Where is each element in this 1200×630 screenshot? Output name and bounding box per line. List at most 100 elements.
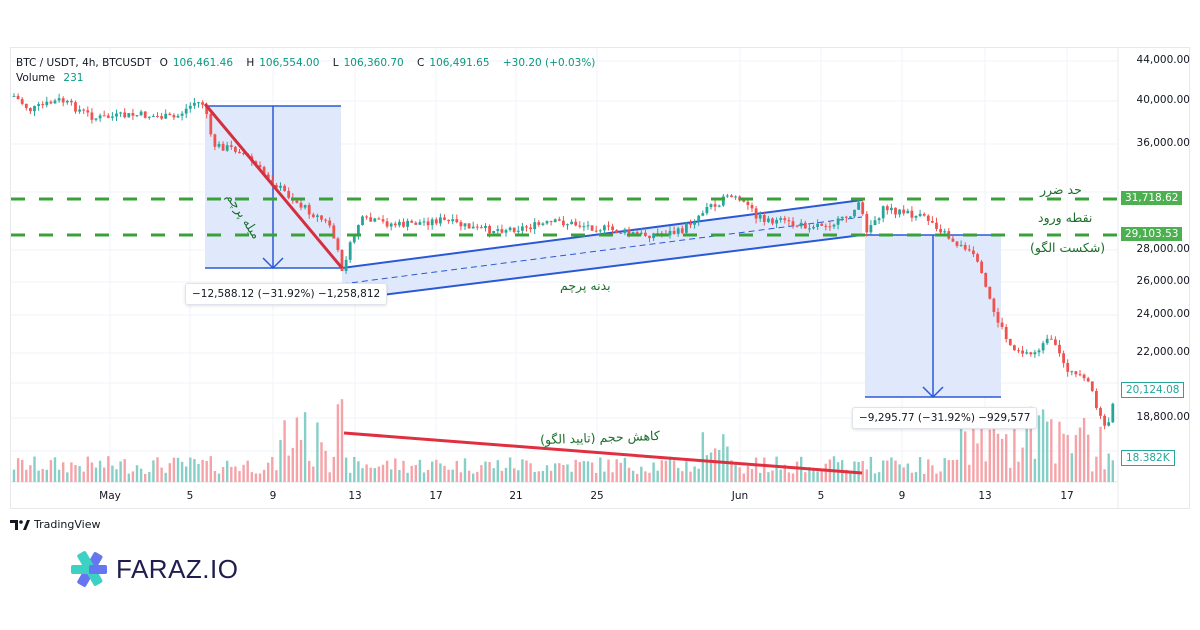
flag-mid-line bbox=[341, 216, 863, 285]
candle-body bbox=[881, 206, 885, 219]
volume-bar bbox=[1091, 471, 1094, 482]
volume-bar bbox=[353, 456, 356, 482]
candle-body bbox=[422, 221, 426, 223]
candle-body bbox=[94, 118, 98, 120]
volume-label[interactable]: Volume bbox=[16, 72, 56, 84]
candle-body bbox=[590, 225, 594, 231]
volume-bar bbox=[234, 466, 237, 482]
volume-bar bbox=[832, 456, 836, 482]
candle-body bbox=[295, 200, 299, 203]
volume-bar bbox=[750, 469, 754, 482]
volume-bar bbox=[230, 466, 233, 482]
volume-bar bbox=[615, 459, 618, 482]
volume-bar bbox=[705, 455, 709, 482]
candle-body bbox=[717, 205, 721, 207]
volume-bar bbox=[82, 471, 85, 482]
volume-bar bbox=[804, 472, 807, 482]
candle-body bbox=[393, 223, 397, 226]
candle-body bbox=[287, 190, 291, 198]
candle-body bbox=[402, 221, 405, 227]
candle-body bbox=[328, 220, 332, 226]
faraz-brand[interactable]: FARAZ.IO bbox=[68, 548, 238, 590]
volume-bar bbox=[426, 469, 430, 482]
candle-body bbox=[574, 221, 578, 226]
volume-bar bbox=[869, 456, 873, 482]
candle-body bbox=[865, 213, 869, 233]
candle-body bbox=[685, 223, 688, 233]
candle-body bbox=[635, 232, 639, 234]
volume-bar bbox=[361, 468, 364, 482]
volume-bar bbox=[791, 473, 795, 482]
volume-bar bbox=[57, 469, 61, 482]
volume-bar bbox=[373, 468, 376, 482]
candle-body bbox=[147, 116, 151, 118]
volume-bar bbox=[1017, 461, 1020, 482]
volume-bar bbox=[996, 433, 1000, 482]
candle-body bbox=[931, 220, 934, 223]
volume-bar bbox=[115, 469, 118, 482]
candle-body bbox=[242, 153, 245, 155]
candle-body bbox=[992, 298, 996, 312]
volume-bar bbox=[344, 457, 348, 482]
candle-body bbox=[726, 195, 729, 197]
volume-bar bbox=[152, 460, 155, 482]
volume-bar bbox=[217, 473, 221, 482]
volume-bar bbox=[1033, 458, 1037, 482]
volume-bar bbox=[1013, 428, 1016, 482]
volume-bar bbox=[648, 472, 651, 482]
volume-bar bbox=[656, 470, 659, 482]
volume-bar bbox=[180, 461, 184, 482]
candle-body bbox=[283, 185, 286, 191]
volume-bar bbox=[738, 467, 741, 482]
volume-bar bbox=[976, 443, 979, 482]
volume-bar bbox=[308, 460, 311, 482]
volume-bar bbox=[533, 471, 536, 482]
candle-body bbox=[857, 202, 860, 210]
volume-bar bbox=[414, 465, 417, 482]
price-tag: 29,103.53 bbox=[1121, 227, 1183, 241]
candle-body bbox=[1041, 343, 1045, 351]
arrow-head-icon bbox=[262, 257, 284, 270]
volume-bar bbox=[537, 471, 540, 482]
candle-body bbox=[578, 225, 582, 227]
candle-body bbox=[914, 215, 918, 218]
volume-bar bbox=[336, 404, 340, 482]
volume-bar bbox=[1062, 433, 1065, 482]
volume-bar bbox=[664, 460, 668, 482]
volume-bar bbox=[435, 459, 438, 482]
volume-bar bbox=[513, 468, 516, 482]
candle-body bbox=[78, 109, 81, 112]
candle-body bbox=[984, 272, 988, 287]
volume-bar bbox=[574, 459, 577, 482]
candle-body bbox=[758, 214, 762, 219]
measure-label-target[interactable]: −9,295.77 (−31.92%) −929,577 bbox=[852, 407, 1038, 429]
volume-bar bbox=[123, 459, 126, 482]
candle-body bbox=[418, 222, 422, 225]
volume-bar bbox=[78, 466, 81, 482]
volume-bar bbox=[242, 464, 245, 482]
volume-bar bbox=[49, 460, 53, 482]
candle-body bbox=[447, 219, 450, 222]
candle-body bbox=[164, 113, 168, 119]
candle-body bbox=[935, 222, 938, 230]
volume-bar bbox=[41, 468, 44, 482]
candle-body bbox=[426, 221, 430, 226]
volume-bar bbox=[517, 470, 520, 482]
measure-label-pole[interactable]: −12,588.12 (−31.92%) −1,258,812 bbox=[185, 283, 388, 305]
tradingview-logo[interactable]: TradingView bbox=[10, 518, 100, 531]
candle-body bbox=[779, 218, 783, 220]
candle-body bbox=[229, 145, 233, 147]
candle-body bbox=[57, 98, 61, 101]
candle-body bbox=[143, 111, 147, 118]
volume-bar bbox=[201, 459, 204, 482]
candle-body bbox=[918, 213, 922, 216]
candle-body bbox=[1103, 415, 1106, 426]
candle-body bbox=[795, 225, 799, 227]
tradingview-label: TradingView bbox=[34, 518, 101, 531]
volume-bar bbox=[94, 467, 98, 482]
candle-body bbox=[570, 221, 573, 225]
candle-body bbox=[750, 205, 754, 209]
symbol-label[interactable]: BTC / USDT, 4h, BTCUSDT bbox=[16, 57, 152, 69]
volume-bar bbox=[582, 461, 586, 482]
